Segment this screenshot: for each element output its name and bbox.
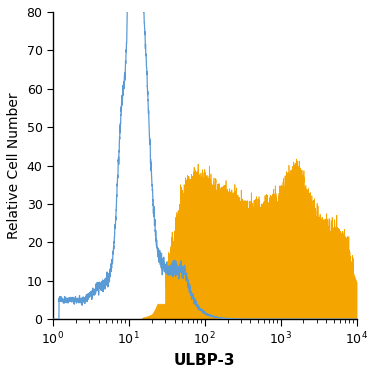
X-axis label: ULBP-3: ULBP-3 xyxy=(174,353,236,368)
Y-axis label: Relative Cell Number: Relative Cell Number xyxy=(7,92,21,239)
